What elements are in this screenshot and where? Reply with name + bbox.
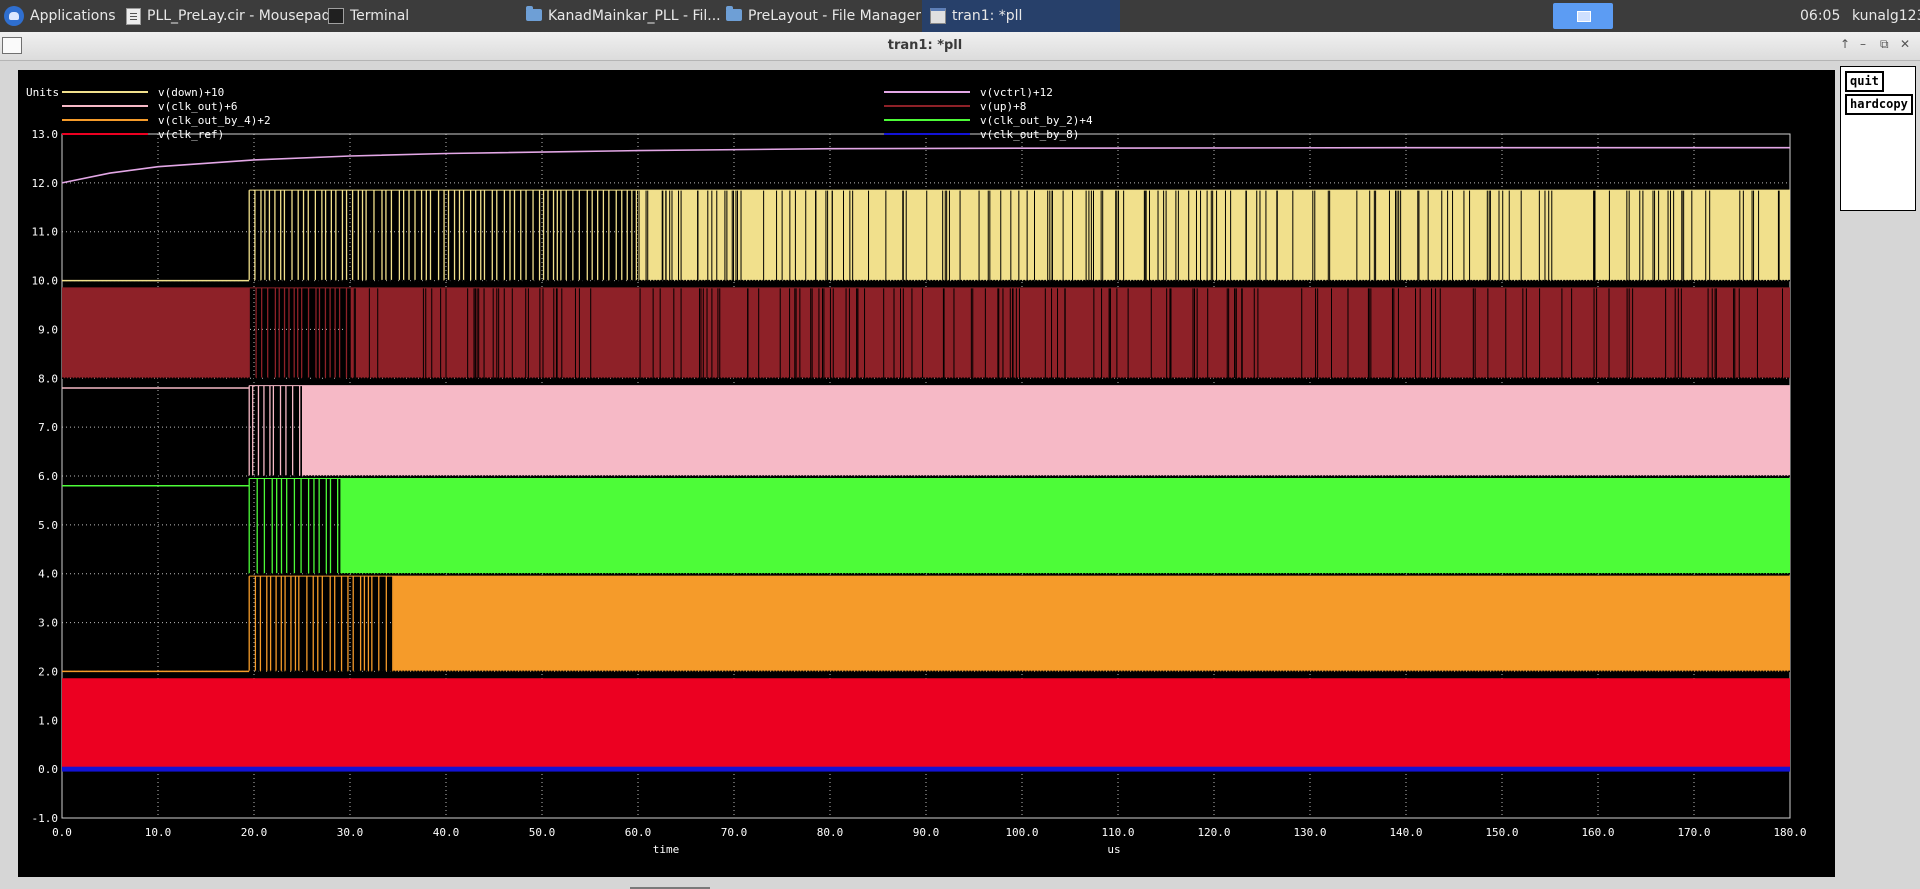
taskbar-window-label: PLL_PreLay.cir - Mousepad <box>147 8 331 24</box>
quit-button[interactable]: quit <box>1846 72 1883 91</box>
y-tick-label: 10.0 <box>32 275 59 288</box>
x-tick-label: 140.0 <box>1389 826 1422 839</box>
applications-label: Applications <box>30 8 116 24</box>
taskbar-window-terminal[interactable]: Terminal <box>328 0 409 32</box>
legend-label: v(clk_out_by_8) <box>980 128 1079 141</box>
button-panel: quit hardcopy <box>1840 66 1916 211</box>
x-tick-label: 20.0 <box>241 826 268 839</box>
y-tick-label: -1.0 <box>32 812 59 825</box>
series-v-up-8-band <box>350 287 1790 379</box>
x-tick-label: 150.0 <box>1485 826 1518 839</box>
x-tick-label: 90.0 <box>913 826 940 839</box>
terminal-icon <box>328 8 344 24</box>
x-axis-label: time <box>653 843 680 856</box>
legend-label: v(clk_out)+6 <box>158 100 237 113</box>
window-titlebar: tran1: *pll ↑ – ⧉ ✕ <box>0 32 1920 61</box>
legend-label: v(clk_ref) <box>158 128 224 141</box>
close-button[interactable]: ✕ <box>1900 37 1911 51</box>
legend-label: v(clk_out_by_2)+4 <box>980 114 1093 127</box>
y-tick-label: 6.0 <box>38 470 58 483</box>
y-tick-label: 11.0 <box>32 226 59 239</box>
x-tick-label: 180.0 <box>1773 826 1806 839</box>
taskbar-window-label: KanadMainkar_PLL - Fil... <box>548 8 721 24</box>
legend-label: v(vctrl)+12 <box>980 86 1053 99</box>
folder-icon <box>526 6 542 21</box>
maximize-button[interactable]: ⧉ <box>1880 37 1889 51</box>
hardcopy-button[interactable]: hardcopy <box>1846 95 1912 114</box>
shade-button[interactable]: ↑ <box>1840 37 1851 51</box>
window-bottom-edge <box>0 877 1920 889</box>
y-tick-label: 0.0 <box>38 763 58 776</box>
x-tick-label: 120.0 <box>1197 826 1230 839</box>
series-v-clk-ref-band <box>62 678 1790 770</box>
taskbar-window-prelayout[interactable]: PreLayout - File Manager <box>726 0 921 32</box>
text-editor-icon <box>126 7 141 25</box>
x-tick-label: 30.0 <box>337 826 364 839</box>
y-tick-label: 3.0 <box>38 617 58 630</box>
legend-label: v(up)+8 <box>980 100 1026 113</box>
top-panel: Applications PLL_PreLay.cir - Mousepad T… <box>0 0 1920 32</box>
plot-canvas: 0.0 10.0 20.0 30.0 40.0 50.0 60.0 70.0 80.0 90.0 1… <box>26 86 1807 856</box>
window-menu-button[interactable] <box>2 37 22 54</box>
waveform-plot[interactable]: 0.0 10.0 20.0 30.0 40.0 50.0 60.0 70.0 80.0 90.0 1… <box>18 70 1835 877</box>
y-tick-label: 1.0 <box>38 714 58 727</box>
taskbar-window-mousepad[interactable]: PLL_PreLay.cir - Mousepad <box>126 0 331 32</box>
x-tick-label: 60.0 <box>625 826 652 839</box>
x-tick-label: 0.0 <box>52 826 72 839</box>
series-v-up-8-band <box>62 287 250 379</box>
taskbar-window-tran1[interactable]: tran1: *pll <box>922 0 1120 32</box>
window-icon <box>930 8 946 24</box>
applications-menu[interactable]: Applications <box>4 0 116 32</box>
x-tick-label: 10.0 <box>145 826 172 839</box>
x-tick-label: 110.0 <box>1101 826 1134 839</box>
clock: 06:05 <box>1800 8 1841 24</box>
y-tick-label: 13.0 <box>32 128 59 141</box>
y-tick-label: 5.0 <box>38 519 58 532</box>
x-axis-unit: us <box>1107 843 1120 856</box>
series-v-clk-out-by-2-4-band <box>340 478 1790 574</box>
taskbar-window-label: tran1: *pll <box>952 8 1023 24</box>
taskbar-window-kanadmainkar[interactable]: KanadMainkar_PLL - Fil... <box>526 0 721 32</box>
series-v-down-10-band <box>638 190 1790 281</box>
workspace-switcher[interactable] <box>1553 3 1613 29</box>
legend-label: v(clk_out_by_4)+2 <box>158 114 271 127</box>
folder-icon <box>726 6 742 21</box>
x-tick-label: 50.0 <box>529 826 556 839</box>
x-tick-label: 130.0 <box>1293 826 1326 839</box>
applications-icon <box>4 6 24 26</box>
x-tick-label: 160.0 <box>1581 826 1614 839</box>
x-tick-label: 100.0 <box>1005 826 1038 839</box>
x-tick-label: 80.0 <box>817 826 844 839</box>
units-label: Units <box>26 86 59 99</box>
y-tick-label: 4.0 <box>38 568 58 581</box>
taskbar-window-label: Terminal <box>350 8 410 24</box>
minimize-button[interactable]: – <box>1860 37 1866 51</box>
y-tick-label: 9.0 <box>38 323 58 336</box>
y-tick-label: 8.0 <box>38 372 58 385</box>
resize-grip[interactable] <box>630 887 710 889</box>
window-title: tran1: *pll <box>887 38 963 53</box>
user-name[interactable]: kunalg123 <box>1852 8 1920 24</box>
series-v-clk-out-by-4-2-band <box>393 576 1791 672</box>
x-tick-label: 70.0 <box>721 826 748 839</box>
series-v-clk-out-6-band <box>302 385 1790 476</box>
x-tick-label: 170.0 <box>1677 826 1710 839</box>
legend-label: v(down)+10 <box>158 86 224 99</box>
y-tick-label: 12.0 <box>32 177 59 190</box>
x-tick-label: 40.0 <box>433 826 460 839</box>
y-tick-label: 2.0 <box>38 665 58 678</box>
series-clk-out-by-8 <box>62 766 1790 772</box>
series-vctrl <box>61 146 1790 184</box>
taskbar-window-label: PreLayout - File Manager <box>748 8 922 24</box>
y-tick-label: 7.0 <box>38 421 58 434</box>
